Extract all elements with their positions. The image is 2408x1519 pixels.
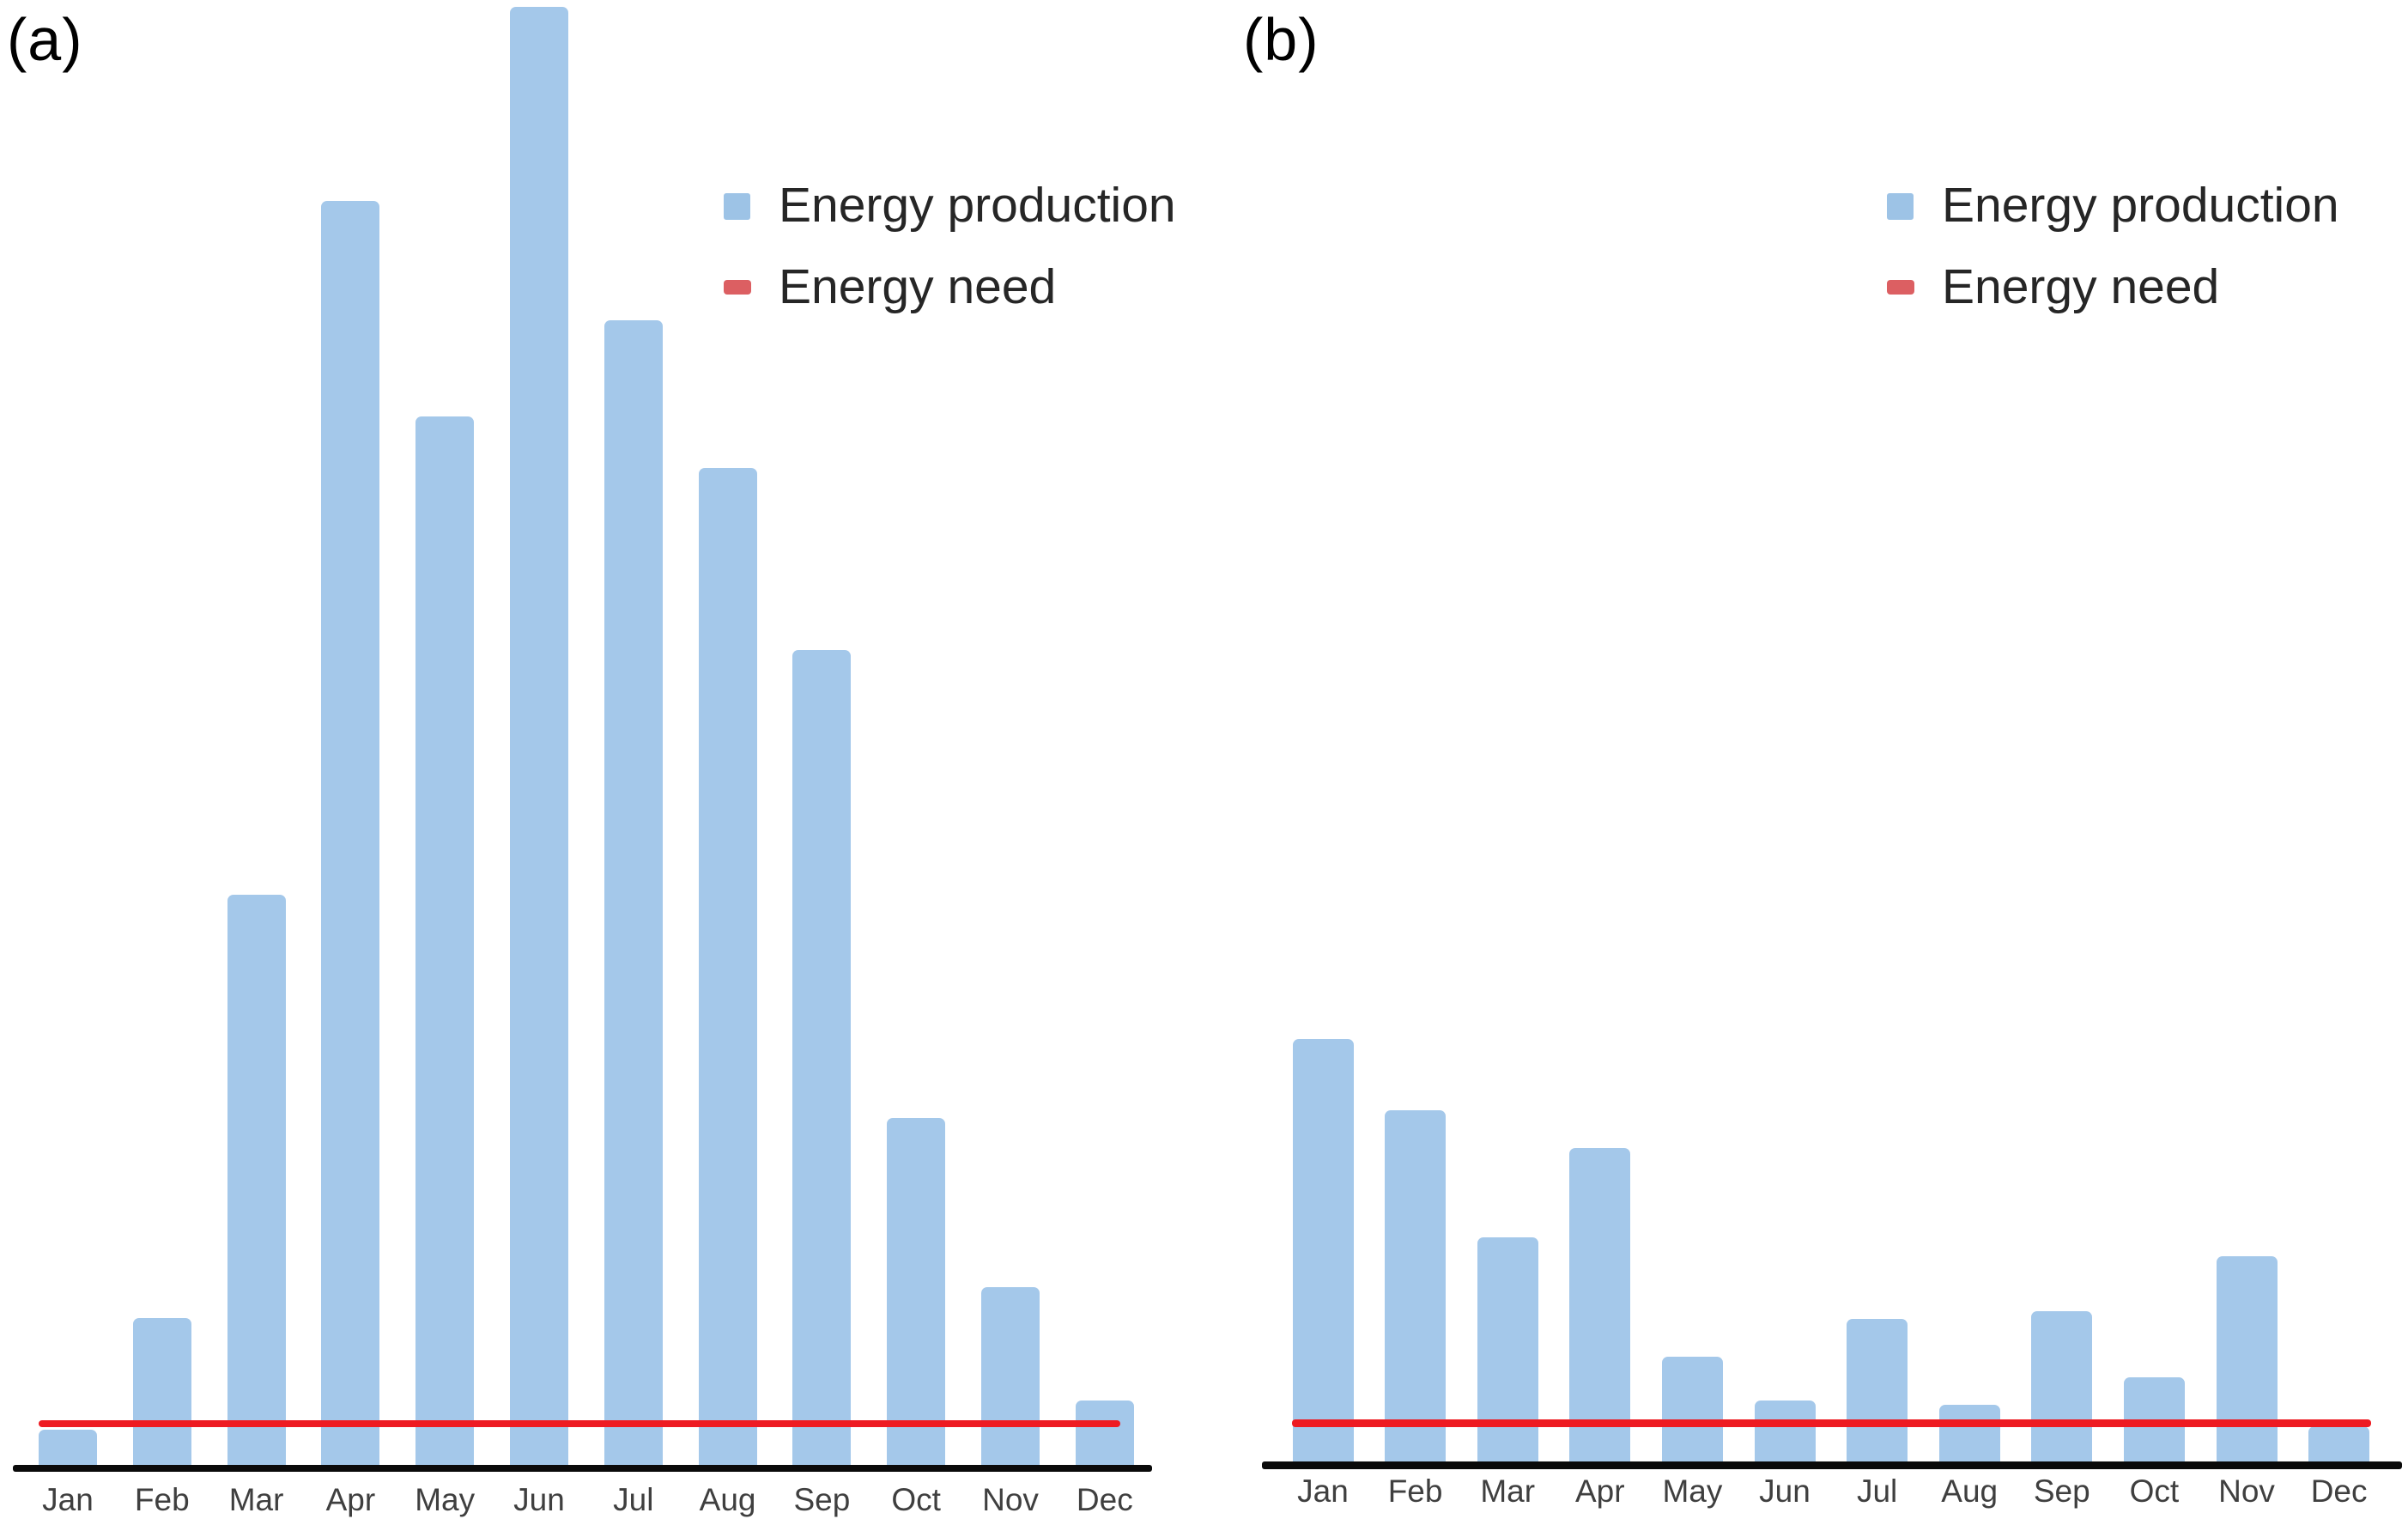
production-bar	[1754, 1400, 1816, 1465]
panel-b-label: (b)	[1243, 6, 1319, 73]
x-axis	[13, 1465, 1152, 1472]
production-bar	[1938, 1404, 2000, 1465]
month-label: Aug	[1941, 1473, 1999, 1509]
need-line	[1292, 1419, 2371, 1427]
production-legend-swatch	[1887, 193, 1914, 220]
production-bar	[698, 467, 757, 1468]
production-bar	[1569, 1147, 1631, 1465]
production-bar	[2308, 1426, 2370, 1465]
production-bar	[604, 320, 663, 1468]
month-label: Apr	[1575, 1473, 1625, 1509]
production-bar	[321, 200, 380, 1468]
production-bar	[415, 416, 475, 1468]
production-legend-label: Energy production	[1942, 178, 2339, 233]
panel-a-label: (a)	[7, 6, 83, 73]
month-label: May	[1662, 1473, 1723, 1509]
production-bar	[1385, 1109, 1447, 1465]
month-label: Nov	[2218, 1473, 2275, 1509]
need-legend-label: Energy need	[1942, 259, 2220, 314]
production-legend-label: Energy production	[779, 178, 1176, 233]
need-line	[39, 1420, 1120, 1428]
month-label: Oct	[2129, 1473, 2180, 1509]
month-label: Mar	[228, 1482, 284, 1517]
production-bar	[1075, 1401, 1134, 1468]
month-label: Feb	[134, 1482, 190, 1517]
production-bar	[132, 1317, 191, 1468]
production-bar	[887, 1117, 946, 1468]
production-bar	[1292, 1038, 1354, 1465]
production-bar	[1661, 1356, 1723, 1465]
month-label: Oct	[891, 1482, 941, 1517]
production-bar	[792, 649, 852, 1468]
month-label: Dec	[2310, 1473, 2368, 1509]
production-bar	[510, 7, 568, 1468]
month-label: Mar	[1480, 1473, 1536, 1509]
month-label: Sep	[793, 1482, 851, 1517]
need-legend-swatch	[724, 280, 751, 295]
month-label: Aug	[699, 1482, 756, 1517]
month-label: Feb	[1387, 1473, 1443, 1509]
month-label: Jun	[513, 1482, 565, 1517]
production-bar	[227, 895, 286, 1468]
month-label: Jun	[1759, 1473, 1811, 1509]
month-label: Nov	[982, 1482, 1039, 1517]
month-label: May	[415, 1482, 476, 1517]
month-label: Jan	[1297, 1473, 1349, 1509]
production-bar	[2031, 1311, 2093, 1465]
production-legend-swatch	[724, 193, 750, 220]
production-bar	[39, 1430, 97, 1468]
production-bar	[1477, 1236, 1538, 1465]
month-label: Jul	[613, 1482, 654, 1517]
need-legend-swatch	[1887, 280, 1914, 295]
production-bar	[1847, 1318, 1908, 1465]
x-axis	[1262, 1461, 2402, 1469]
month-label: Jul	[1856, 1473, 1898, 1509]
production-bar	[2216, 1255, 2278, 1465]
month-label: Jan	[42, 1482, 94, 1517]
production-bar	[981, 1286, 1040, 1468]
month-label: Dec	[1076, 1482, 1133, 1517]
month-label: Sep	[2033, 1473, 2090, 1509]
month-label: Apr	[325, 1482, 376, 1517]
need-legend-label: Energy need	[779, 259, 1057, 314]
